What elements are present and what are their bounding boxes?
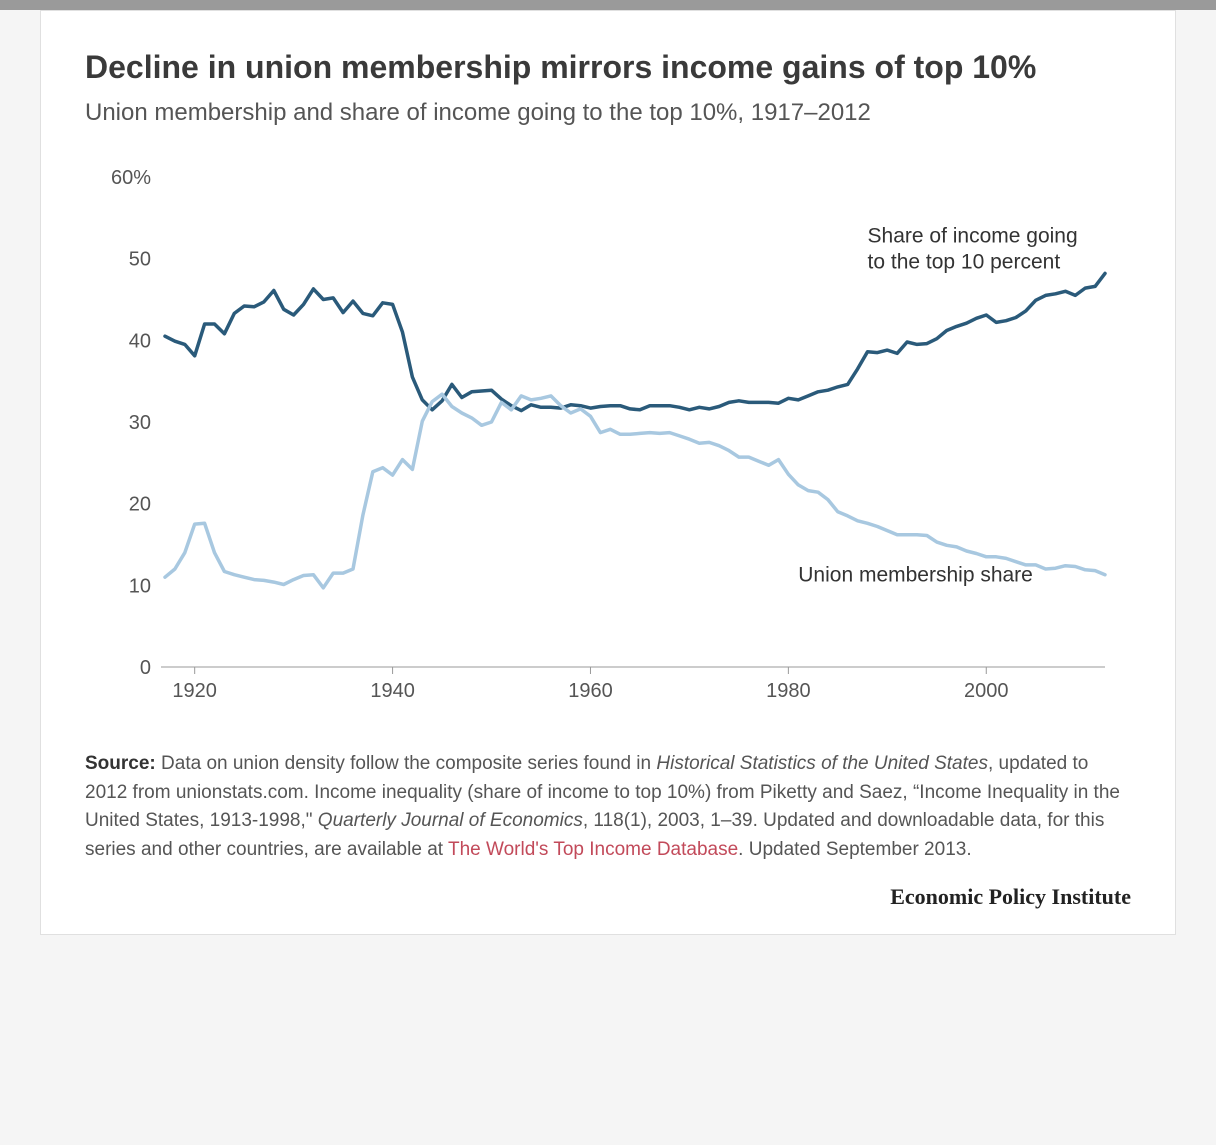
source-link[interactable]: The World's Top Income Database: [448, 839, 738, 860]
y-tick-label: 20: [129, 494, 151, 516]
series-label-top10: Share of income going: [868, 225, 1078, 248]
y-tick-label: 10: [129, 576, 151, 598]
page-container: Decline in union membership mirrors inco…: [0, 10, 1216, 955]
series-label-top10: to the top 10 percent: [868, 251, 1061, 274]
source-italic-2: Quarterly Journal of Economics: [318, 810, 583, 831]
source-text-4: . Updated September 2013.: [738, 839, 971, 860]
chart-title: Decline in union membership mirrors inco…: [85, 47, 1131, 87]
x-tick-label: 2000: [964, 680, 1009, 702]
top-gray-bar: [0, 0, 1216, 10]
y-tick-label: 40: [129, 331, 151, 353]
x-tick-label: 1920: [172, 680, 217, 702]
source-text-1: Data on union density follow the composi…: [156, 753, 657, 774]
line-chart-svg: 0 10 20 30 40 50 60% 1920 1940 1960 1980 2000 Share …: [85, 157, 1125, 717]
attribution: Economic Policy Institute: [85, 884, 1131, 910]
x-tick-label: 1980: [766, 680, 811, 702]
series-line-top10: [165, 274, 1105, 411]
y-tick-label: 0: [140, 657, 151, 679]
series-line-union: [165, 395, 1105, 589]
x-tick-label: 1960: [568, 680, 613, 702]
y-tick-label: 60%: [111, 167, 151, 189]
x-tick-label: 1940: [370, 680, 415, 702]
y-tick-label: 30: [129, 412, 151, 434]
source-prefix: Source:: [85, 753, 156, 774]
source-italic-1: Historical Statistics of the United Stat…: [656, 753, 988, 774]
chart-area: 0 10 20 30 40 50 60% 1920 1940 1960 1980 2000 Share …: [85, 157, 1131, 722]
chart-card: Decline in union membership mirrors inco…: [40, 10, 1176, 935]
chart-subtitle: Union membership and share of income goi…: [85, 97, 1131, 129]
series-label-union: Union membership share: [798, 564, 1033, 587]
y-tick-label: 50: [129, 249, 151, 271]
source-note: Source: Data on union density follow the…: [85, 750, 1131, 864]
